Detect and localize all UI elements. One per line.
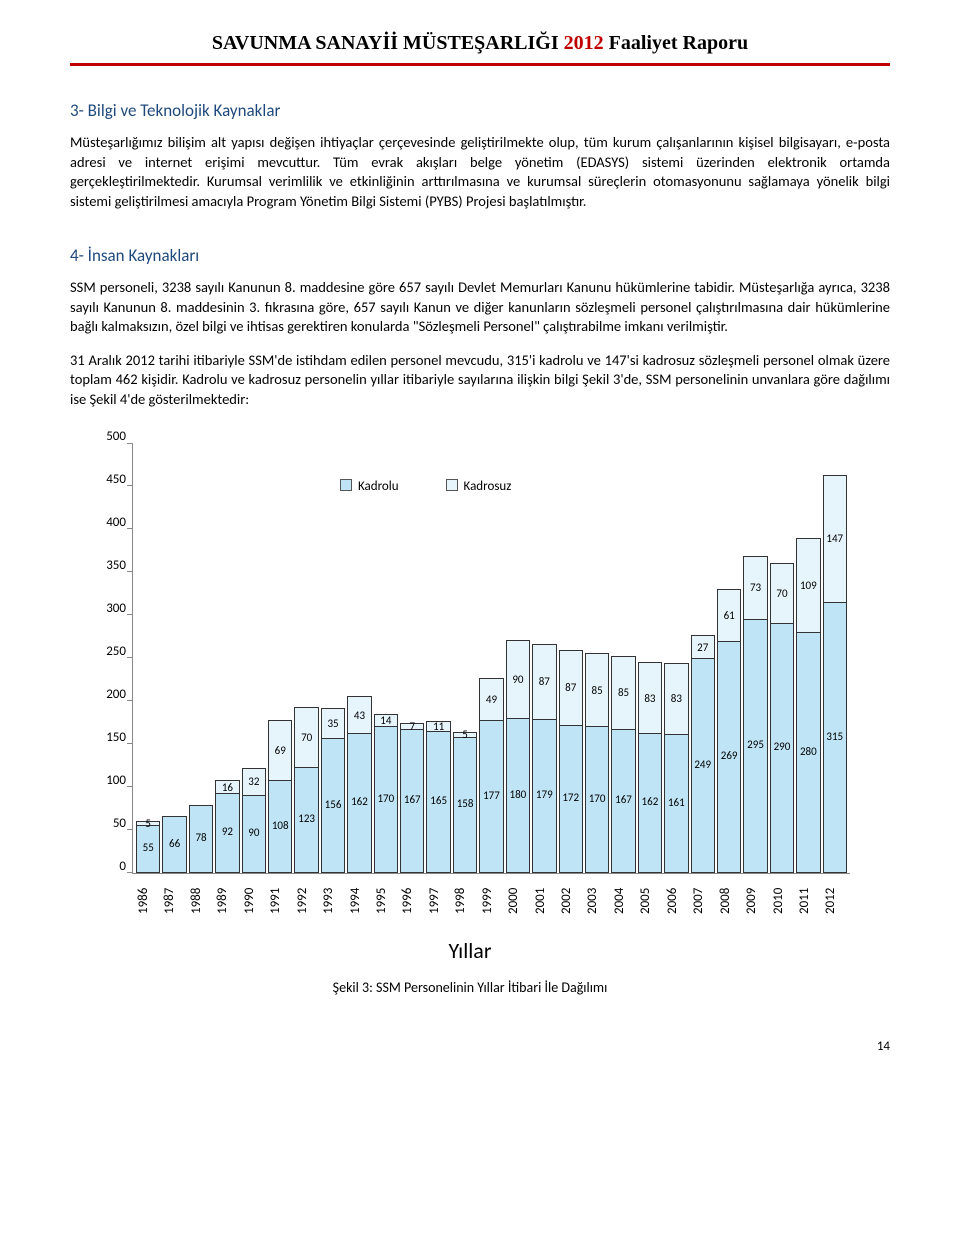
bar-2001: 17987 xyxy=(532,644,556,873)
bar-1992: 12370 xyxy=(294,707,318,873)
bar-2000: 18090 xyxy=(506,640,530,872)
x-axis-title: Yıllar xyxy=(90,936,850,966)
bar-2002: 17287 xyxy=(559,650,583,873)
x-axis: 1986198719881989199019911992199319941995… xyxy=(132,874,850,922)
x-label-1998: 1998 xyxy=(452,880,476,922)
page-number: 14 xyxy=(70,1038,890,1056)
header-year: 2012 xyxy=(564,32,604,54)
x-label-1999: 1999 xyxy=(479,880,503,922)
bar-1993: 15635 xyxy=(321,708,345,872)
bar-2008: 26961 xyxy=(717,589,741,873)
bar-2003: 17085 xyxy=(585,653,609,872)
x-label-2010: 2010 xyxy=(770,880,794,922)
x-label-2005: 2005 xyxy=(637,880,661,922)
chart-caption: Şekil 3: SSM Personelinin Yıllar İtibari… xyxy=(90,979,850,998)
section3-body: Müsteşarlığımız bilişim alt yapısı değiş… xyxy=(70,133,890,211)
x-label-2000: 2000 xyxy=(505,880,529,922)
bar-1999: 17749 xyxy=(479,678,503,872)
x-label-2007: 2007 xyxy=(690,880,714,922)
bar-1988: 78 xyxy=(189,805,213,872)
section4-para1: SSM personeli, 3238 sayılı Kanunun 8. ma… xyxy=(70,278,890,337)
x-label-1987: 1987 xyxy=(161,880,185,922)
bar-1996: 1677 xyxy=(400,723,424,873)
bar-1998: 1585 xyxy=(453,732,477,872)
bar-2011: 280109 xyxy=(796,538,820,873)
section4-para2: 31 Aralık 2012 tarihi itibariyle SSM'de … xyxy=(70,351,890,410)
plot-area: 5556678921690321086912370156351624317014… xyxy=(132,444,850,874)
x-label-1993: 1993 xyxy=(320,880,344,922)
personnel-chart: Kadrolu Kadrosuz 05010015020025030035040… xyxy=(90,444,850,999)
x-label-1986: 1986 xyxy=(135,880,159,922)
x-label-2001: 2001 xyxy=(532,880,556,922)
x-label-2002: 2002 xyxy=(558,880,582,922)
bar-2012: 315147 xyxy=(823,475,847,872)
header-prefix: SAVUNMA SANAYİİ MÜSTEŞARLIĞI xyxy=(212,32,559,54)
bar-2010: 29070 xyxy=(770,563,794,873)
x-label-2003: 2003 xyxy=(584,880,608,922)
x-label-1994: 1994 xyxy=(347,880,371,922)
bar-1995: 17014 xyxy=(374,714,398,872)
x-label-1989: 1989 xyxy=(214,880,238,922)
x-label-1997: 1997 xyxy=(426,880,450,922)
bar-1997: 16511 xyxy=(426,721,450,872)
header-rule xyxy=(70,63,890,66)
section4-heading: 4- İnsan Kaynakları xyxy=(70,245,890,268)
bar-2007: 24927 xyxy=(691,635,715,872)
bar-1989: 9216 xyxy=(215,780,239,873)
bar-2009: 29573 xyxy=(743,556,767,872)
x-label-1992: 1992 xyxy=(294,880,318,922)
x-label-1995: 1995 xyxy=(373,880,397,922)
bar-1990: 9032 xyxy=(242,768,266,873)
section3-para: Müsteşarlığımız bilişim alt yapısı değiş… xyxy=(70,133,890,211)
section4-body: SSM personeli, 3238 sayılı Kanunun 8. ma… xyxy=(70,278,890,409)
x-label-2008: 2008 xyxy=(717,880,741,922)
page-header: SAVUNMA SANAYİİ MÜSTEŞARLIĞI 2012 Faaliy… xyxy=(70,30,890,63)
x-label-1988: 1988 xyxy=(188,880,212,922)
bar-2005: 16283 xyxy=(638,662,662,873)
header-suffix: Faaliyet Raporu xyxy=(609,32,748,54)
bar-1994: 16243 xyxy=(347,696,371,872)
x-label-2011: 2011 xyxy=(796,880,820,922)
bar-2004: 16785 xyxy=(611,656,635,873)
x-label-1990: 1990 xyxy=(241,880,265,922)
bar-1991: 10869 xyxy=(268,720,292,872)
x-label-1991: 1991 xyxy=(267,880,291,922)
bar-1987: 66 xyxy=(162,816,186,873)
y-axis: 050100150200250300350400450500 xyxy=(90,444,132,874)
x-label-2004: 2004 xyxy=(611,880,635,922)
bar-1986: 555 xyxy=(136,821,160,873)
section3-heading: 3- Bilgi ve Teknolojik Kaynaklar xyxy=(70,100,890,123)
x-label-2006: 2006 xyxy=(664,880,688,922)
x-label-2009: 2009 xyxy=(743,880,767,922)
bar-2006: 16183 xyxy=(664,663,688,873)
x-label-1996: 1996 xyxy=(399,880,423,922)
x-label-2012: 2012 xyxy=(822,880,846,922)
